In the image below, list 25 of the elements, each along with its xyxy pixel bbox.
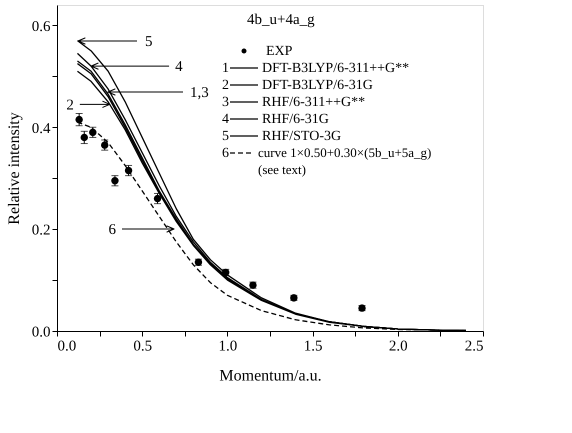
text: 2 DFT-B3LYP/6-31G <box>222 78 373 93</box>
y-tick-label: 0.6 <box>32 18 51 35</box>
x-axis-title: Momentum/a.u. <box>219 368 322 384</box>
annotation: 5 <box>145 34 152 50</box>
y-tick-label: 0.4 <box>32 120 51 137</box>
annotation: 6 <box>108 222 116 238</box>
legend-label: EXP <box>266 44 293 59</box>
x-tick-label: 0.0 <box>58 338 76 354</box>
legend-title: 4b_u+4a_g <box>247 12 316 28</box>
text: 5 RHF/STO-3G <box>222 129 342 144</box>
annotation: 2 <box>66 97 74 114</box>
x-tick-label: 2.5 <box>464 338 484 354</box>
x-tick-label: 1.5 <box>304 338 322 354</box>
text: 6 curve 1×0.50+0.30×(5b_u+5a_g) (see text) <box>222 145 432 177</box>
annotation: 4 <box>175 59 184 76</box>
text: 1 DFT-B3LYP/6-311++G** <box>222 61 410 76</box>
text: 4 RHF/6-31G <box>222 112 329 127</box>
y-tick-label: 0.0 <box>32 324 50 340</box>
y-tick-label: 0.2 <box>32 222 50 239</box>
annotation: 1,3 <box>190 85 209 101</box>
y-axis-title: Relative intensity <box>6 112 23 225</box>
x-tick-label: 0.5 <box>133 338 152 354</box>
x-tick-label: 1.0 <box>218 338 238 354</box>
x-tick-label: 2.0 <box>388 338 408 354</box>
text: 3 RHF/6-311++G** <box>222 95 366 110</box>
